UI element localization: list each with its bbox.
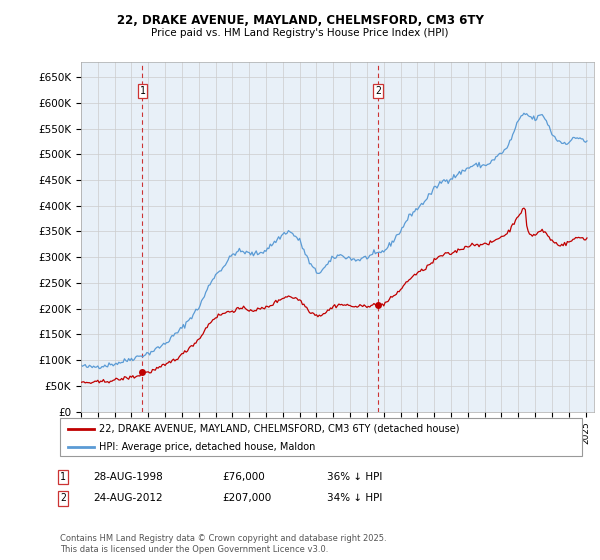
FancyBboxPatch shape <box>60 418 582 456</box>
Text: 24-AUG-2012: 24-AUG-2012 <box>93 493 163 503</box>
Text: £207,000: £207,000 <box>222 493 271 503</box>
Text: 22, DRAKE AVENUE, MAYLAND, CHELMSFORD, CM3 6TY (detached house): 22, DRAKE AVENUE, MAYLAND, CHELMSFORD, C… <box>99 424 460 434</box>
Text: HPI: Average price, detached house, Maldon: HPI: Average price, detached house, Mald… <box>99 442 316 452</box>
Text: 1: 1 <box>139 86 145 96</box>
Text: 28-AUG-1998: 28-AUG-1998 <box>93 472 163 482</box>
Text: £76,000: £76,000 <box>222 472 265 482</box>
Text: 34% ↓ HPI: 34% ↓ HPI <box>327 493 382 503</box>
Text: Price paid vs. HM Land Registry's House Price Index (HPI): Price paid vs. HM Land Registry's House … <box>151 28 449 38</box>
Text: 2: 2 <box>60 493 66 503</box>
Text: 2: 2 <box>375 86 381 96</box>
Text: 22, DRAKE AVENUE, MAYLAND, CHELMSFORD, CM3 6TY: 22, DRAKE AVENUE, MAYLAND, CHELMSFORD, C… <box>116 14 484 27</box>
Text: Contains HM Land Registry data © Crown copyright and database right 2025.
This d: Contains HM Land Registry data © Crown c… <box>60 534 386 554</box>
Text: 1: 1 <box>60 472 66 482</box>
Text: 36% ↓ HPI: 36% ↓ HPI <box>327 472 382 482</box>
